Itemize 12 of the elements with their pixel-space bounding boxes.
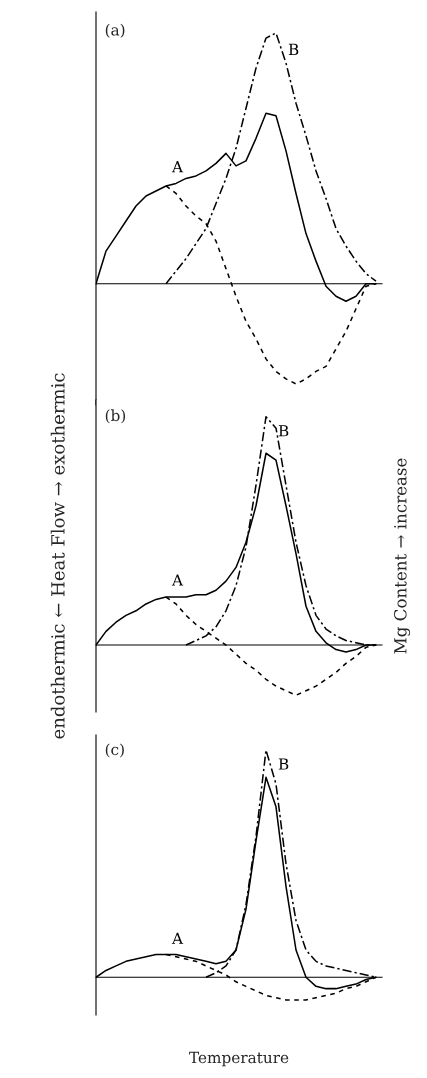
x-axis-title: Temperature [189, 1051, 289, 1067]
y2-axis-title: Mg Content → increase [394, 458, 411, 654]
y-axis-title: endothermic ← Heat Flow → exothermic [50, 373, 65, 739]
annotation: (b) [105, 409, 126, 424]
annotation: (a) [105, 23, 125, 38]
series-label: B [288, 43, 299, 55]
series-label: A [171, 161, 184, 173]
series-label: A [171, 932, 184, 944]
annotation: (c) [105, 743, 124, 758]
series-label: A [171, 574, 184, 586]
series-label: B [278, 758, 289, 770]
series-label: B [278, 425, 289, 437]
